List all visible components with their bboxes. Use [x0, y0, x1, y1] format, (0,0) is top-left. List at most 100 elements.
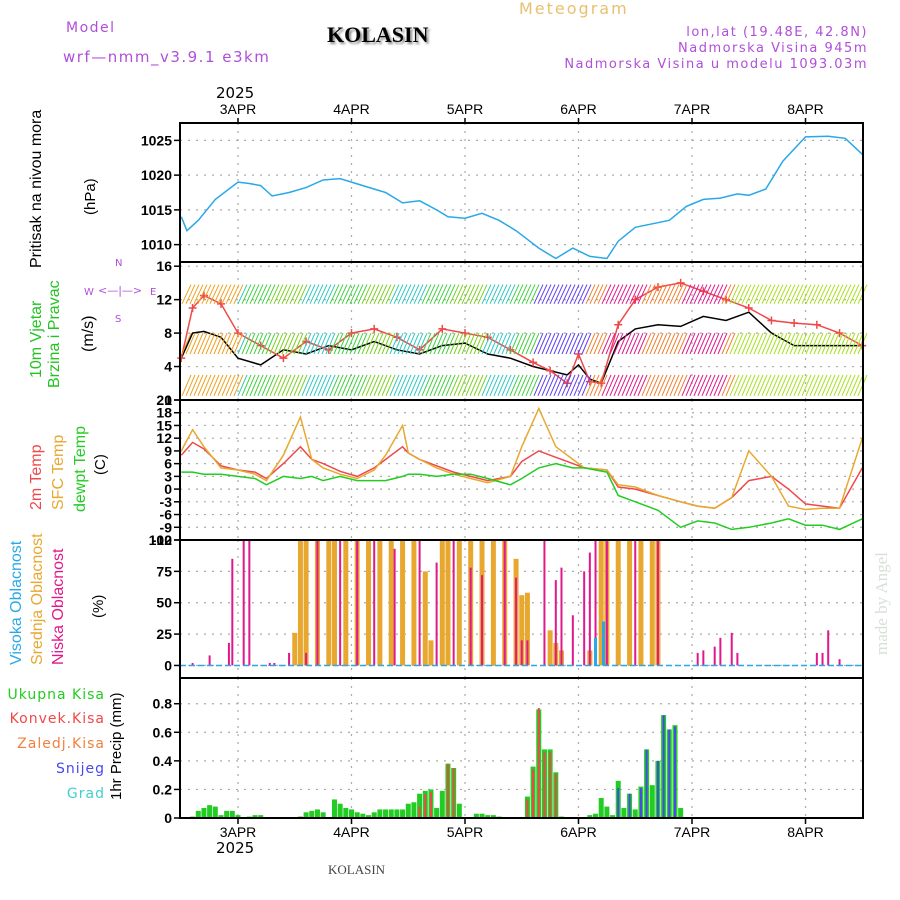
bar-niska-oblacnost: [605, 540, 608, 666]
wind-barb: [845, 284, 856, 305]
wind-barb: [297, 284, 308, 305]
wind-barb: [265, 284, 276, 305]
wind-barb: [801, 374, 812, 397]
bar-ukupna-kisa: [678, 808, 684, 818]
wind-barb: [377, 374, 388, 397]
wind-barb: [193, 332, 204, 355]
series-line-sfc-temp: [180, 406, 864, 511]
wind-barb: [657, 332, 668, 355]
wind-barb: [693, 284, 704, 305]
wind-barb: [469, 374, 480, 397]
wind-barb: [445, 284, 456, 305]
bar-srednja-oblacnost: [377, 540, 383, 666]
wind-barb: [649, 332, 660, 355]
wind-barb: [349, 284, 360, 305]
bar-srednja-oblacnost: [292, 632, 298, 666]
wind-barb: [425, 284, 436, 305]
wind-barb: [313, 374, 324, 397]
wind-barb: [337, 284, 348, 305]
wind-barb: [241, 374, 252, 397]
wind-barb: [349, 374, 360, 397]
wind-barb: [285, 332, 296, 355]
wind-barb: [717, 284, 728, 305]
wind-barb-band: [181, 284, 868, 305]
bar-ukupna-kisa: [394, 809, 400, 818]
wind-barb: [669, 374, 680, 397]
wind-barb: [697, 284, 708, 305]
wind-barb: [517, 332, 528, 355]
wind-barb: [609, 284, 620, 305]
wind-barb: [657, 284, 668, 305]
wind-barb: [485, 374, 496, 397]
wind-barb: [369, 332, 380, 355]
bar-niska-oblacnost: [827, 630, 830, 666]
wind-barb: [333, 284, 344, 305]
bar-konvek-kisa: [549, 752, 552, 818]
wind-barb: [309, 332, 320, 355]
wind-barb: [385, 374, 396, 397]
wind-barb: [629, 332, 640, 355]
wind-barb: [557, 332, 568, 355]
wind-barb: [337, 332, 348, 355]
wind-barb: [341, 374, 352, 397]
wind-barb: [573, 332, 584, 355]
wind-barb: [621, 374, 632, 397]
wind-barb: [217, 284, 228, 305]
wind-barb: [589, 284, 600, 305]
wind-barb: [545, 374, 556, 397]
wind-barb: [449, 332, 460, 355]
bar-ukupna-kisa: [218, 815, 224, 818]
bar-niska-oblacnost: [273, 662, 276, 666]
wind-barb: [705, 284, 716, 305]
wind-barb: [669, 284, 680, 305]
wind-barb: [249, 332, 260, 355]
wind-barb: [193, 374, 204, 397]
wind-barb: [257, 284, 268, 305]
wind-barb: [597, 284, 608, 305]
wind-barb: [309, 374, 320, 397]
gust-marker: [529, 358, 538, 367]
day-label-top: 8APR: [787, 101, 824, 117]
bar-ukupna-kisa: [224, 810, 230, 818]
wind-barb: [589, 332, 600, 355]
wind-barb: [529, 374, 540, 397]
gust-marker: [279, 354, 288, 363]
panel-frame: [179, 122, 864, 263]
wind-barb: [497, 332, 508, 355]
gust-marker: [722, 295, 731, 304]
wind-barb: [281, 374, 292, 397]
wind-barb: [429, 332, 440, 355]
bar-ukupna-kisa: [400, 809, 406, 818]
wind-barb: [549, 374, 560, 397]
bar-snijeg: [628, 793, 631, 818]
wind-barb: [657, 374, 668, 397]
wind-barb: [505, 374, 516, 397]
wind-barb: [581, 332, 592, 355]
wind-barb: [825, 332, 836, 355]
wind-barb: [741, 374, 752, 397]
bar-konvek-kisa: [526, 799, 529, 818]
wind-barb: [217, 332, 228, 355]
bar-konvek-kisa: [424, 793, 427, 818]
y-tick-label: 0.2: [153, 781, 173, 797]
wind-barb: [313, 284, 324, 305]
wind-barb: [825, 284, 836, 305]
y-tick-label: 18: [156, 405, 172, 421]
wind-barb: [725, 332, 736, 355]
wind-barb: [601, 332, 612, 355]
wind-barb: [365, 374, 376, 397]
gust-marker: [177, 354, 186, 363]
bar-ukupna-kisa: [434, 808, 440, 818]
wind-barb: [777, 284, 788, 305]
wind-barb: [301, 374, 312, 397]
wind-barb: [745, 374, 756, 397]
y-tick-label: 0: [164, 657, 172, 673]
wind-barb: [693, 332, 704, 355]
bar-niska-oblacnost: [730, 632, 733, 666]
wind-barb: [637, 284, 648, 305]
wind-barb: [705, 374, 716, 397]
bar-ukupna-kisa: [337, 803, 343, 818]
wind-barb: [225, 332, 236, 355]
wind-barb: [293, 374, 304, 397]
bar-srednja-oblacnost: [422, 571, 428, 666]
